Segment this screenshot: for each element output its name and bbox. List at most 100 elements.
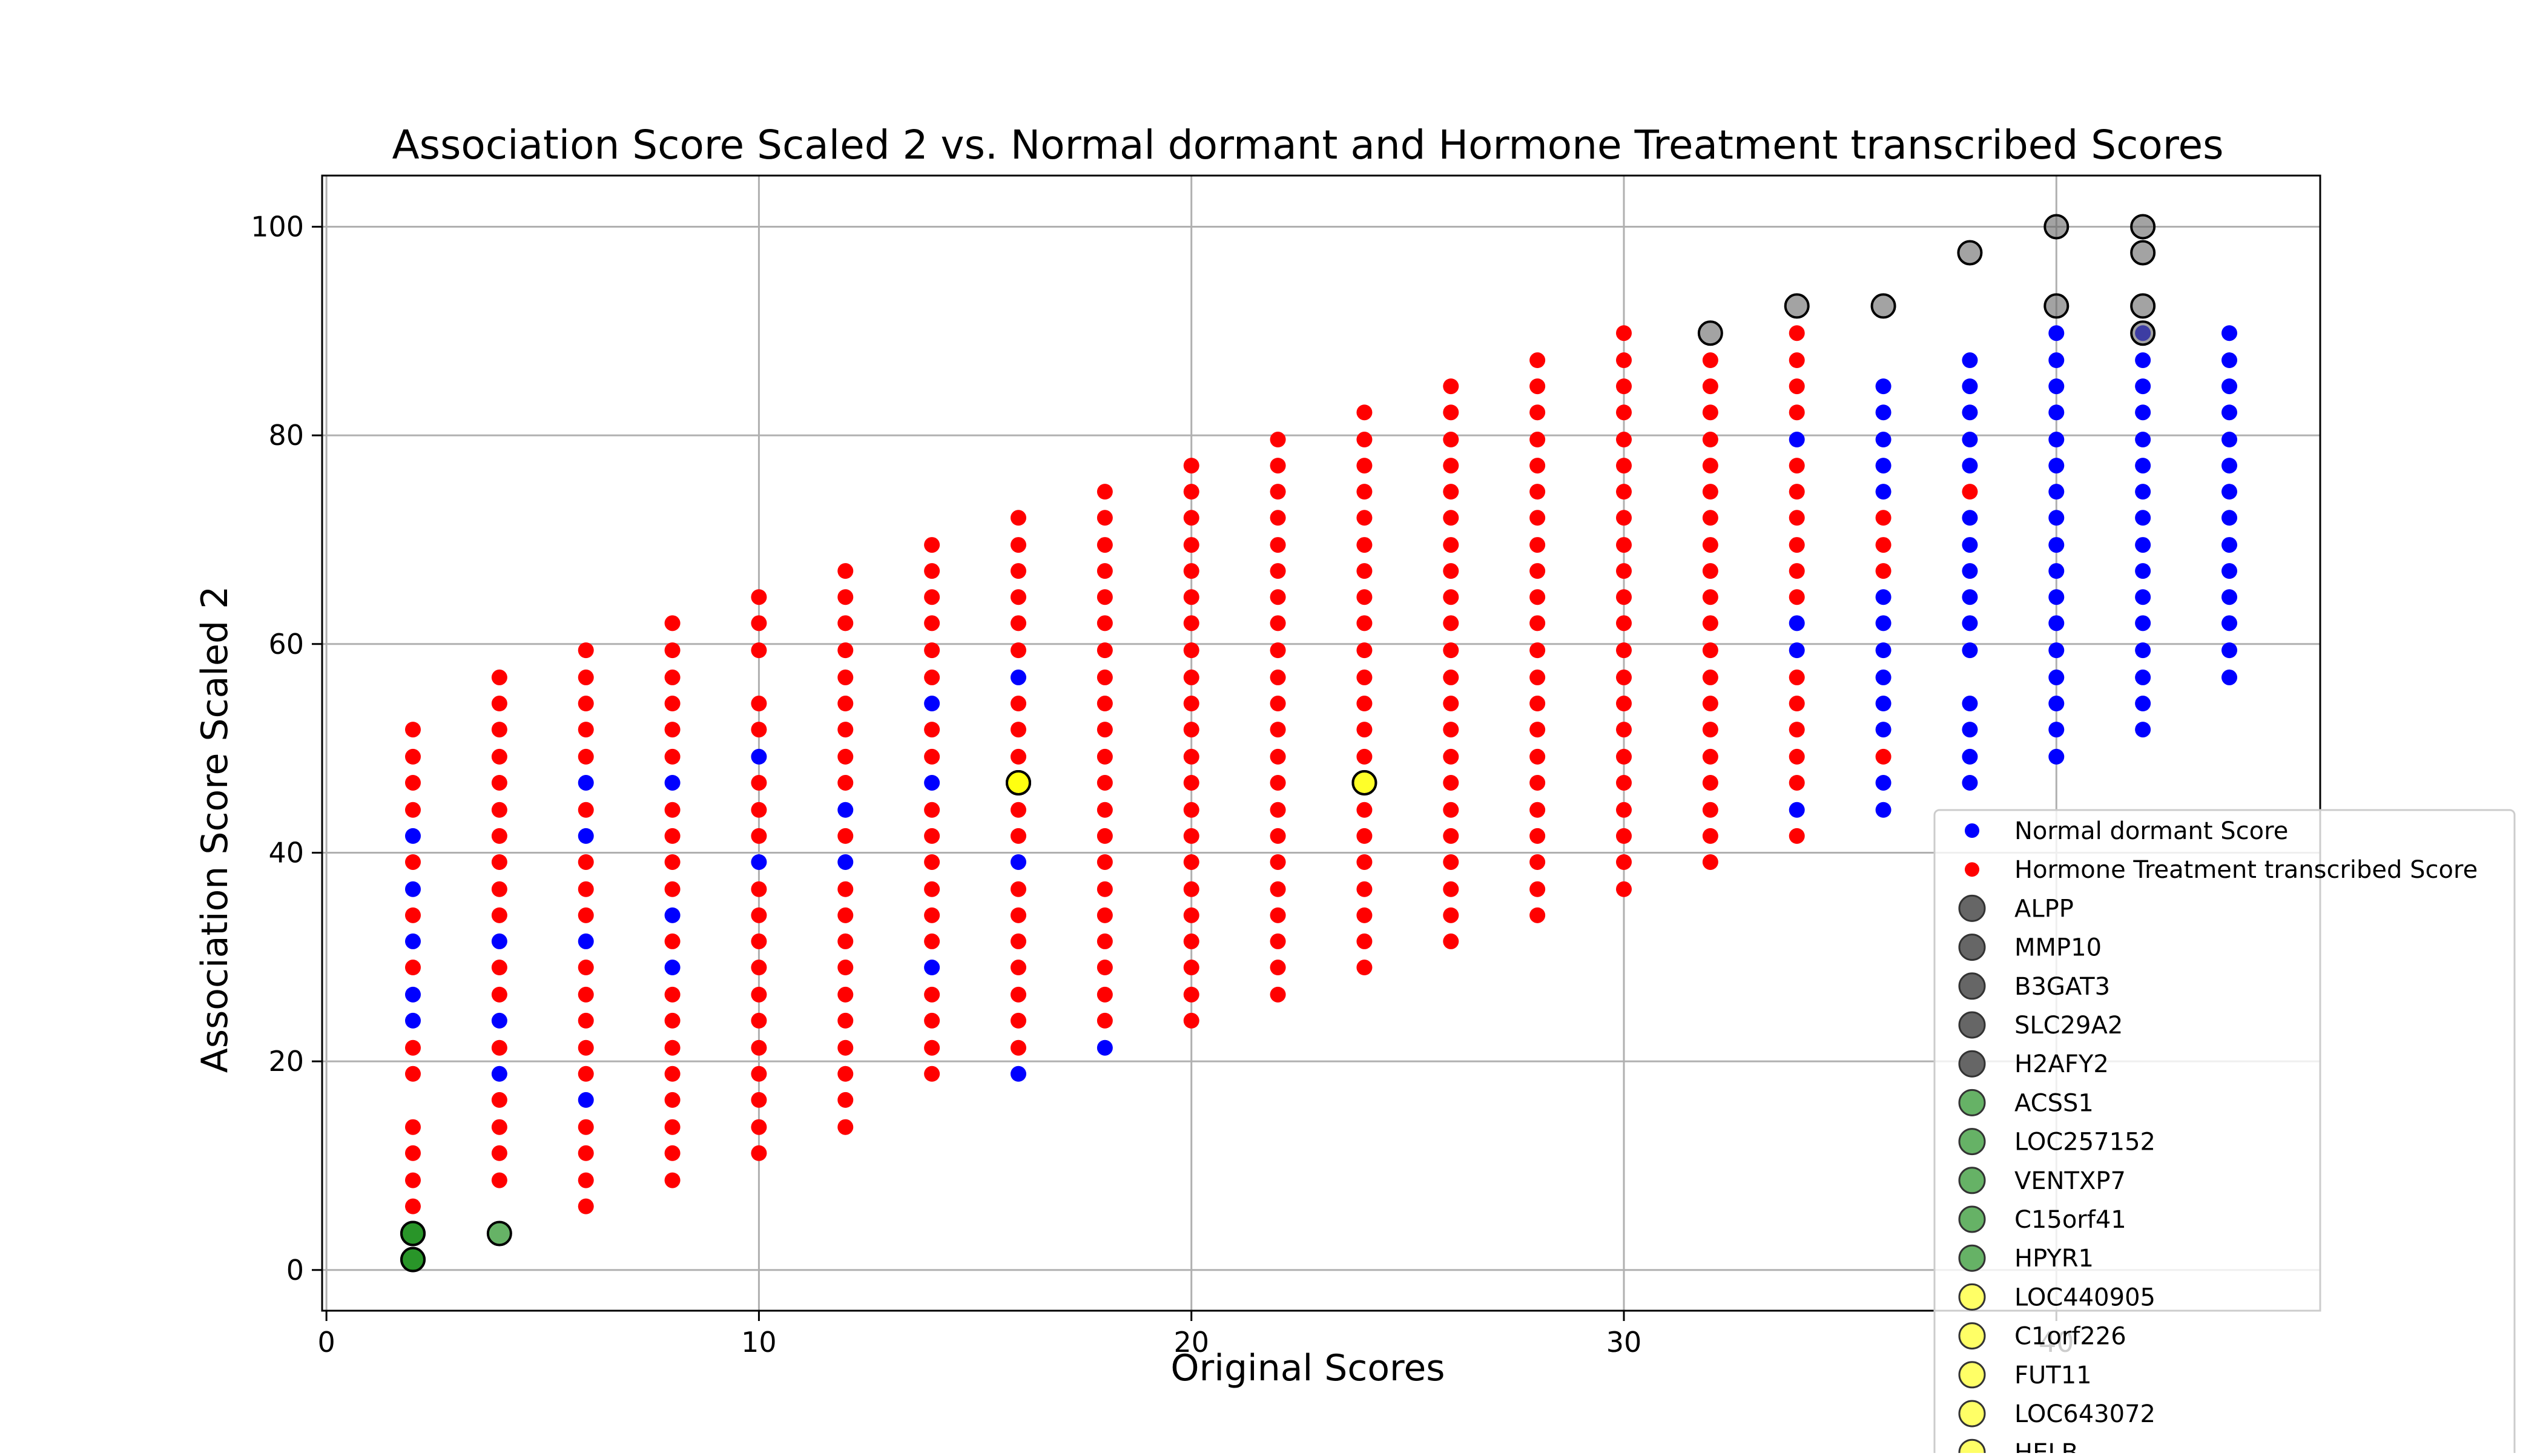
hormone-treatment-transcribed-score-point (1183, 748, 1199, 765)
hormone-treatment-transcribed-score-point (924, 828, 940, 844)
hormone-treatment-transcribed-score-point (1011, 907, 1026, 923)
hormone-treatment-transcribed-score-point (1097, 986, 1113, 1003)
highlight-gene-point (1697, 320, 1723, 346)
hormone-treatment-transcribed-score-point (491, 669, 507, 685)
hormone-treatment-transcribed-score-point (924, 854, 940, 870)
hormone-treatment-transcribed-score-point (1702, 484, 1718, 500)
hormone-treatment-transcribed-score-point (1097, 696, 1113, 712)
hormone-treatment-transcribed-score-point (1356, 404, 1373, 421)
normal-dormant-score-point (2048, 325, 2065, 341)
hormone-treatment-transcribed-score-point (1875, 563, 1892, 579)
hormone-treatment-transcribed-score-point (1529, 696, 1546, 712)
hormone-treatment-transcribed-score-point (1702, 352, 1718, 369)
hormone-treatment-transcribed-score-point (1789, 563, 1805, 579)
hormone-treatment-transcribed-score-point (1529, 615, 1546, 631)
normal-dormant-score-point (837, 854, 854, 870)
normal-dormant-score-point (578, 828, 594, 844)
hormone-treatment-transcribed-score-point (1097, 774, 1113, 791)
y-tick-label: 0 (286, 1254, 304, 1286)
hormone-treatment-transcribed-score-point (1183, 458, 1199, 474)
hormone-treatment-transcribed-score-point (405, 774, 421, 791)
legend-entry-label: MMP10 (2014, 934, 2102, 962)
hormone-treatment-transcribed-score-point (837, 669, 854, 685)
hormone-treatment-transcribed-score-point (664, 854, 681, 870)
grid-lines (322, 176, 2320, 1311)
hormone-treatment-transcribed-score-point (664, 1012, 681, 1029)
normal-dormant-score-point (2135, 642, 2151, 659)
hormone-treatment-transcribed-score-point (578, 642, 594, 659)
hormone-treatment-transcribed-score-point (405, 1039, 421, 1056)
hormone-treatment-transcribed-score-point (1789, 352, 1805, 369)
normal-dormant-score-point (1875, 774, 1892, 791)
hormone-treatment-transcribed-score-point (1097, 510, 1113, 526)
normal-dormant-score-point (2135, 696, 2151, 712)
normal-dormant-score-point (2048, 669, 2065, 685)
hormone-treatment-transcribed-score-point (1616, 352, 1632, 369)
hormone-treatment-transcribed-score-point (1702, 669, 1718, 685)
hormone-treatment-transcribed-score-point (1356, 933, 1373, 949)
hormone-treatment-transcribed-score-point (1616, 722, 1632, 738)
hormone-treatment-transcribed-score-point (1270, 748, 1286, 765)
hormone-treatment-transcribed-score-point (1011, 615, 1026, 631)
hormone-treatment-transcribed-score-point (1011, 1039, 1026, 1056)
hormone-treatment-transcribed-score-point (751, 1119, 767, 1135)
normal-dormant-score-point (2048, 722, 2065, 738)
hormone-treatment-transcribed-score-point (924, 881, 940, 897)
normal-dormant-score-point (1875, 669, 1892, 685)
legend-marker (1958, 1011, 1986, 1039)
hormone-treatment-transcribed-score-point (924, 1039, 940, 1056)
normal-dormant-score-point (491, 1012, 507, 1029)
hormone-treatment-transcribed-score-point (1529, 881, 1546, 897)
hormone-treatment-transcribed-score-point (664, 748, 681, 765)
hormone-treatment-transcribed-score-point (1097, 722, 1113, 738)
hormone-treatment-transcribed-score-point (751, 986, 767, 1003)
hormone-treatment-transcribed-score-point (1270, 907, 1286, 923)
legend-entry-label: HELB (2014, 1439, 2078, 1453)
hormone-treatment-transcribed-score-point (1097, 802, 1113, 818)
normal-dormant-score-point (1962, 352, 1978, 369)
normal-dormant-score-point (2221, 325, 2237, 341)
normal-dormant-score-point (1875, 642, 1892, 659)
hormone-treatment-transcribed-score-point (1443, 748, 1459, 765)
hormone-treatment-transcribed-score-point (751, 1039, 767, 1056)
hormone-treatment-transcribed-score-point (578, 960, 594, 976)
normal-dormant-score-point (1011, 1066, 1026, 1082)
hormone-treatment-transcribed-score-point (1529, 642, 1546, 659)
hormone-treatment-transcribed-score-point (578, 722, 594, 738)
hormone-treatment-transcribed-score-point (1443, 432, 1459, 448)
hormone-treatment-transcribed-score-point (1356, 960, 1373, 976)
hormone-treatment-transcribed-score-point (1270, 669, 1286, 685)
normal-dormant-score-point (2048, 432, 2065, 448)
hormone-treatment-transcribed-score-point (1702, 748, 1718, 765)
normal-dormant-score-point (491, 1066, 507, 1082)
hormone-treatment-transcribed-score-point (1529, 589, 1546, 605)
hormone-treatment-transcribed-score-point (1356, 748, 1373, 765)
legend-marker (1958, 1361, 1986, 1389)
legend-entry-label: ACSS1 (2014, 1089, 2094, 1117)
hormone-treatment-transcribed-score-point (1183, 1012, 1199, 1029)
normal-dormant-score-point (2135, 537, 2151, 553)
hormone-treatment-transcribed-score-point (1789, 404, 1805, 421)
normal-dormant-score-point (924, 960, 940, 976)
hormone-treatment-transcribed-score-point (1789, 696, 1805, 712)
hormone-treatment-transcribed-score-point (1097, 484, 1113, 500)
hormone-treatment-transcribed-score-point (578, 1039, 594, 1056)
hormone-treatment-transcribed-score-point (1529, 854, 1546, 870)
hormone-treatment-transcribed-score-point (1616, 854, 1632, 870)
normal-dormant-score-point (2221, 537, 2237, 553)
normal-dormant-score-point (578, 1092, 594, 1108)
normal-dormant-score-point (1962, 537, 1978, 553)
hormone-treatment-transcribed-score-point (1702, 774, 1718, 791)
hormone-treatment-transcribed-score-point (924, 563, 940, 579)
normal-dormant-score-point (2135, 484, 2151, 500)
highlight-gene-point (1006, 769, 1031, 796)
hormone-treatment-transcribed-score-point (1443, 510, 1459, 526)
normal-dormant-score-point (2048, 642, 2065, 659)
hormone-treatment-transcribed-score-point (491, 802, 507, 818)
normal-dormant-score-point (1875, 458, 1892, 474)
normal-dormant-score-point (1962, 563, 1978, 579)
highlight-gene-point (1870, 293, 1896, 319)
hormone-treatment-transcribed-score-point (837, 828, 854, 844)
normal-dormant-score-point (1097, 1039, 1113, 1056)
